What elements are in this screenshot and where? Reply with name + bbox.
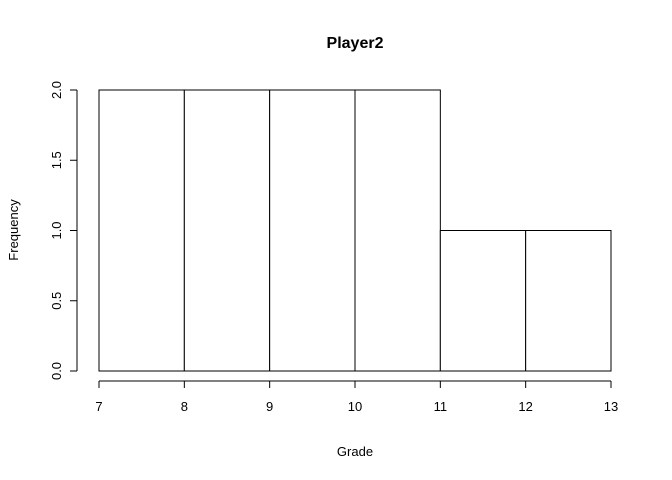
x-tick-label-5: 12: [518, 399, 532, 414]
histogram-bar-2: [269, 89, 356, 372]
x-tick-label-6: 13: [604, 399, 618, 414]
x-tick-label-3: 10: [348, 399, 362, 414]
x-tick-label-2: 9: [266, 399, 273, 414]
x-axis-label: Grade: [337, 444, 373, 459]
y-tick-label-4: 2.0: [49, 81, 64, 99]
x-tick-label-4: 11: [434, 399, 448, 414]
chart-title: Player2: [327, 35, 384, 52]
y-axis: 0.0 0.5 1.0 1.5 2.0: [49, 81, 78, 380]
histogram-bar-0: [98, 89, 185, 372]
histogram-bar-1: [183, 89, 271, 372]
x-axis: 7 8 9 10 11 12 13: [95, 380, 618, 414]
histogram-bar-5: [525, 230, 612, 372]
y-axis-label: Frequency: [6, 199, 21, 261]
x-tick-label-0: 7: [95, 399, 102, 414]
y-tick-label-3: 1.5: [49, 151, 64, 169]
histogram-bar-3: [354, 89, 441, 372]
y-tick-label-2: 1.0: [49, 221, 64, 239]
bars-group: [98, 89, 612, 372]
x-tick-label-1: 8: [181, 399, 188, 414]
histogram-bar-4: [439, 230, 527, 372]
y-tick-label-0: 0.0: [49, 362, 64, 380]
y-tick-label-1: 0.5: [49, 292, 64, 310]
